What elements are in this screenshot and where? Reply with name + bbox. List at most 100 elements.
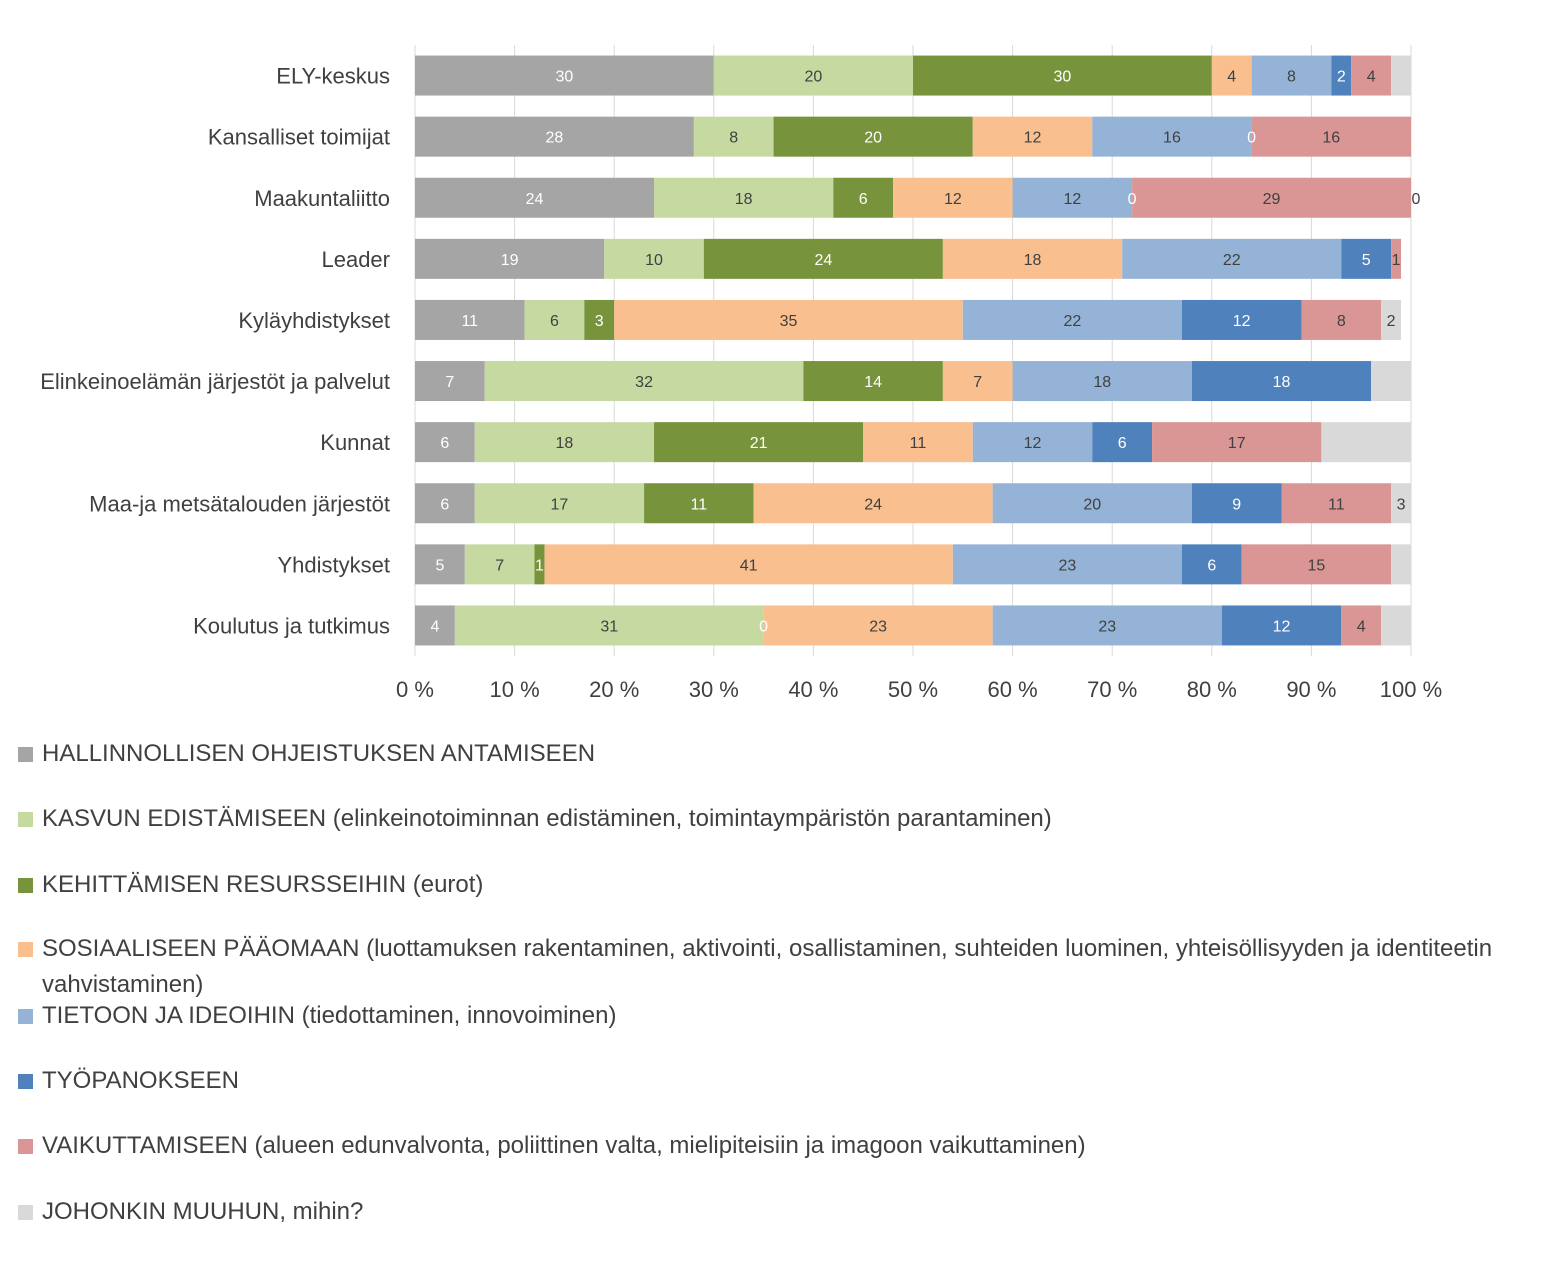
data-label: 1 xyxy=(1392,252,1401,269)
data-label: 0 xyxy=(1128,191,1137,208)
legend-swatch xyxy=(18,812,33,827)
data-label: 22 xyxy=(1223,252,1241,269)
data-label: 7 xyxy=(445,374,454,391)
legend-item-tietoon: TIETOON JA IDEOIHIN (tiedottaminen, inno… xyxy=(18,998,1538,1034)
bar-segment xyxy=(415,605,455,646)
data-label: 18 xyxy=(1093,374,1111,391)
bar-segment xyxy=(1301,299,1382,340)
bar-segment xyxy=(654,177,834,218)
bar-segment xyxy=(1381,299,1402,340)
legend-item-vaikuttamiseen: VAIKUTTAMISEEN (alueen edunvalvonta, pol… xyxy=(18,1128,1538,1164)
data-label: 7 xyxy=(973,374,982,391)
bar-segment xyxy=(1122,238,1342,279)
bar-segment xyxy=(415,361,485,402)
bar-segment xyxy=(604,238,704,279)
data-label: 15 xyxy=(1307,557,1325,574)
bar-segment xyxy=(415,238,605,279)
bar-segment xyxy=(962,299,1182,340)
bar-segment xyxy=(693,116,774,157)
data-label: 12 xyxy=(1063,191,1081,208)
x-tick-label: 10 % xyxy=(490,677,540,702)
bar-segment xyxy=(753,483,993,524)
bar-segment xyxy=(972,116,1093,157)
legend-label: TIETOON JA IDEOIHIN (tiedottaminen, inno… xyxy=(42,1002,617,1029)
legend-item-hallinnollisen: HALLINNOLLISEN OHJEISTUKSEN ANTAMISEEN xyxy=(18,736,1538,772)
data-label: 16 xyxy=(1322,130,1340,147)
bar-segment xyxy=(952,544,1182,585)
legend-item-sosiaaliseen: SOSIAALISEEN PÄÄOMAAN (luottamuksen rake… xyxy=(18,931,1538,1003)
data-label: 6 xyxy=(440,496,449,513)
bar-segment xyxy=(1181,544,1242,585)
category-label: Kunnat xyxy=(320,430,390,455)
data-label: 1 xyxy=(535,557,544,574)
data-label: 4 xyxy=(430,618,439,635)
data-label: 20 xyxy=(805,69,823,86)
data-label: 0 xyxy=(759,618,768,635)
bar-segment xyxy=(863,422,973,463)
legend-item-kasvun: KASVUN EDISTÄMISEEN (elinkeinotoiminnan … xyxy=(18,801,1538,837)
bar-segment xyxy=(1012,177,1133,218)
category-label: Maa-ja metsätalouden järjestöt xyxy=(89,491,390,516)
bar-segment xyxy=(1281,483,1392,524)
legend-swatch xyxy=(18,1205,33,1220)
bar-segment xyxy=(1221,605,1342,646)
data-label: 31 xyxy=(600,618,618,635)
data-label: 5 xyxy=(435,557,444,574)
x-tick-label: 80 % xyxy=(1187,677,1237,702)
data-label: 24 xyxy=(526,191,544,208)
bar-segment xyxy=(703,238,943,279)
legend-swatch xyxy=(18,1139,33,1154)
bar-segment xyxy=(763,605,993,646)
legend-swatch xyxy=(18,878,33,893)
data-label: 6 xyxy=(550,313,559,330)
category-label: Kyläyhdistykset xyxy=(238,308,390,333)
data-label: 4 xyxy=(1227,69,1236,86)
bar-segment xyxy=(1012,361,1192,402)
data-label: 6 xyxy=(859,191,868,208)
legend-label: KEHITTÄMISEN RESURSSEIHIN (eurot) xyxy=(42,871,484,898)
bar-segment xyxy=(773,116,973,157)
data-label: 14 xyxy=(864,374,882,391)
bar-segment xyxy=(524,299,585,340)
data-label: 6 xyxy=(1118,435,1127,452)
bar-segment xyxy=(544,544,953,585)
bar-segment xyxy=(1181,299,1302,340)
data-label: 10 xyxy=(645,252,663,269)
bar-segment xyxy=(1341,238,1392,279)
bar-segment xyxy=(1341,605,1382,646)
data-label: 2 xyxy=(1387,313,1396,330)
bar-segment xyxy=(1092,422,1153,463)
category-label: Elinkeinoelämän järjestöt ja palvelut xyxy=(40,369,390,394)
data-label: 5 xyxy=(1362,252,1371,269)
data-label: 32 xyxy=(635,374,653,391)
data-label: 23 xyxy=(1098,618,1116,635)
legend-item-johonkin: JOHONKIN MUUHUN, mihin? xyxy=(18,1194,1538,1230)
bar-segment xyxy=(584,299,615,340)
data-label: 23 xyxy=(1058,557,1076,574)
x-tick-label: 30 % xyxy=(689,677,739,702)
data-label: 12 xyxy=(944,191,962,208)
data-label: 8 xyxy=(1287,69,1296,86)
bar-segment xyxy=(1092,116,1252,157)
x-tick-label: 90 % xyxy=(1286,677,1336,702)
bar-segment xyxy=(942,238,1123,279)
legend-swatch xyxy=(18,942,33,957)
data-label: 30 xyxy=(1054,69,1072,86)
data-label: 12 xyxy=(1233,313,1251,330)
bar-segment xyxy=(1152,422,1322,463)
bar-segment xyxy=(1211,55,1252,96)
legend-item-tyopanokseen: TYÖPANOKSEEN xyxy=(18,1063,1538,1099)
legend-label: KASVUN EDISTÄMISEEN (elinkeinotoiminnan … xyxy=(42,805,1052,832)
data-label: 12 xyxy=(1024,435,1042,452)
data-label: 22 xyxy=(1063,313,1081,330)
bar-segment xyxy=(415,299,525,340)
data-label: 28 xyxy=(546,130,564,147)
x-tick-label: 70 % xyxy=(1087,677,1137,702)
category-label: ELY-keskus xyxy=(276,64,390,89)
bar-segment xyxy=(1191,483,1282,524)
bar-segment xyxy=(474,483,645,524)
data-label: 11 xyxy=(461,313,478,330)
legend-swatch xyxy=(18,747,33,762)
category-label: Maakuntaliitto xyxy=(254,186,390,211)
